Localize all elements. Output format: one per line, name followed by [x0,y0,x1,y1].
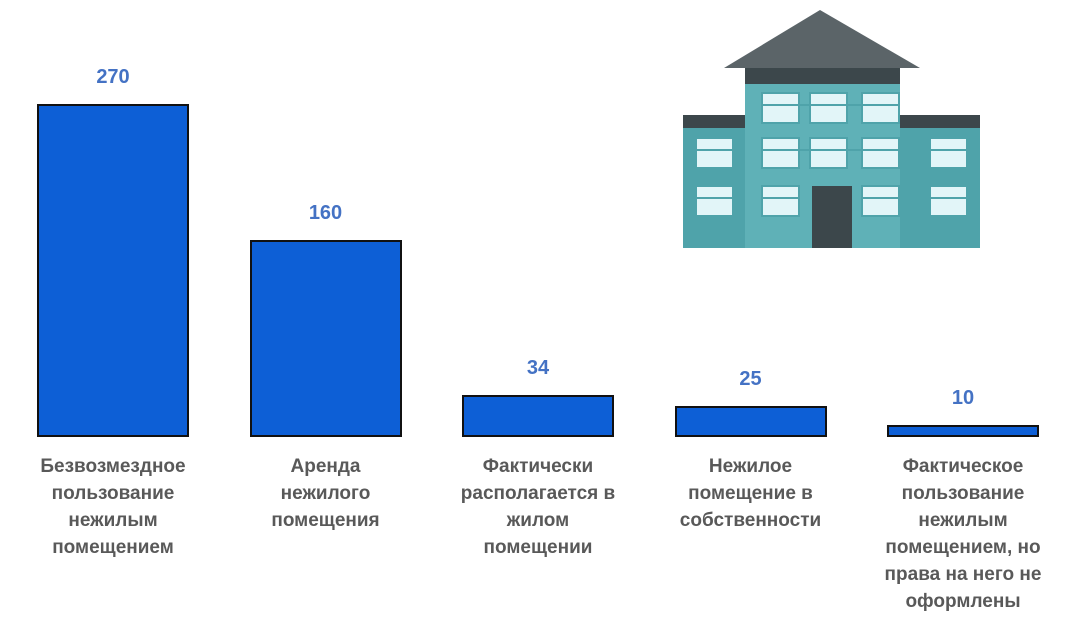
bar [249,239,402,437]
category-label: Аренда нежилого помещения [271,456,380,531]
bar [37,104,189,437]
category-label: Фактическое пользование нежилым помещени… [884,456,1042,612]
category-label: Нежилое помещение в собственности [679,456,822,531]
value-label: 34 [526,357,550,380]
category-label: Безвозмездное пользование нежилым помеще… [40,456,186,558]
bar [674,406,827,437]
bar [887,424,1039,437]
category-label: Фактически располагается в жилом помещен… [460,456,616,558]
value-label: 10 [951,386,975,409]
value-label: 270 [96,66,130,88]
value-label: 160 [308,201,343,224]
value-label: 25 [739,368,762,391]
bar [462,395,614,437]
